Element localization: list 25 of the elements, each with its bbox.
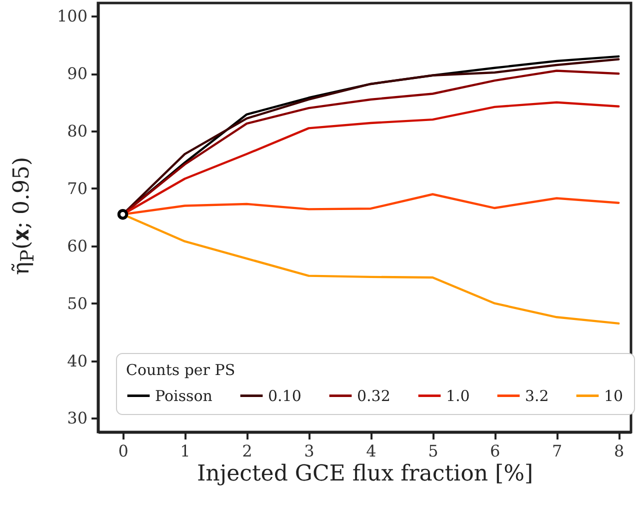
x-tick-label: 0 (118, 442, 128, 460)
x-tick-label: 7 (552, 442, 562, 460)
legend-label: 1.0 (446, 386, 470, 405)
x-tick-label: 6 (490, 442, 500, 460)
legend-label: 0.32 (357, 386, 390, 405)
y-tick-label: 100 (56, 6, 88, 26)
y-tick-label: 80 (67, 122, 88, 141)
legend-label: 3.2 (525, 386, 549, 405)
legend-label: 10 (604, 386, 624, 405)
legend-label: Poisson (155, 386, 213, 405)
y-tick-label: 60 (67, 236, 88, 256)
x-tick-label: 8 (614, 442, 624, 460)
y-tick-label: 70 (67, 179, 88, 198)
legend-title: Counts per PS (126, 361, 236, 379)
y-tick-label: 90 (67, 64, 88, 84)
y-tick-label: 30 (67, 408, 88, 428)
x-tick-label: 5 (428, 442, 438, 460)
x-tick-label: 2 (242, 442, 252, 460)
x-tick-label: 4 (366, 442, 376, 460)
x-tick-label: 1 (180, 442, 190, 460)
legend-label: 0.10 (268, 386, 302, 405)
x-tick-label: 3 (304, 442, 314, 460)
y-tick-label: 40 (67, 351, 88, 370)
y-tick-label: 50 (67, 294, 88, 313)
x-axis-title: Injected GCE flux fraction [%] (196, 462, 534, 486)
